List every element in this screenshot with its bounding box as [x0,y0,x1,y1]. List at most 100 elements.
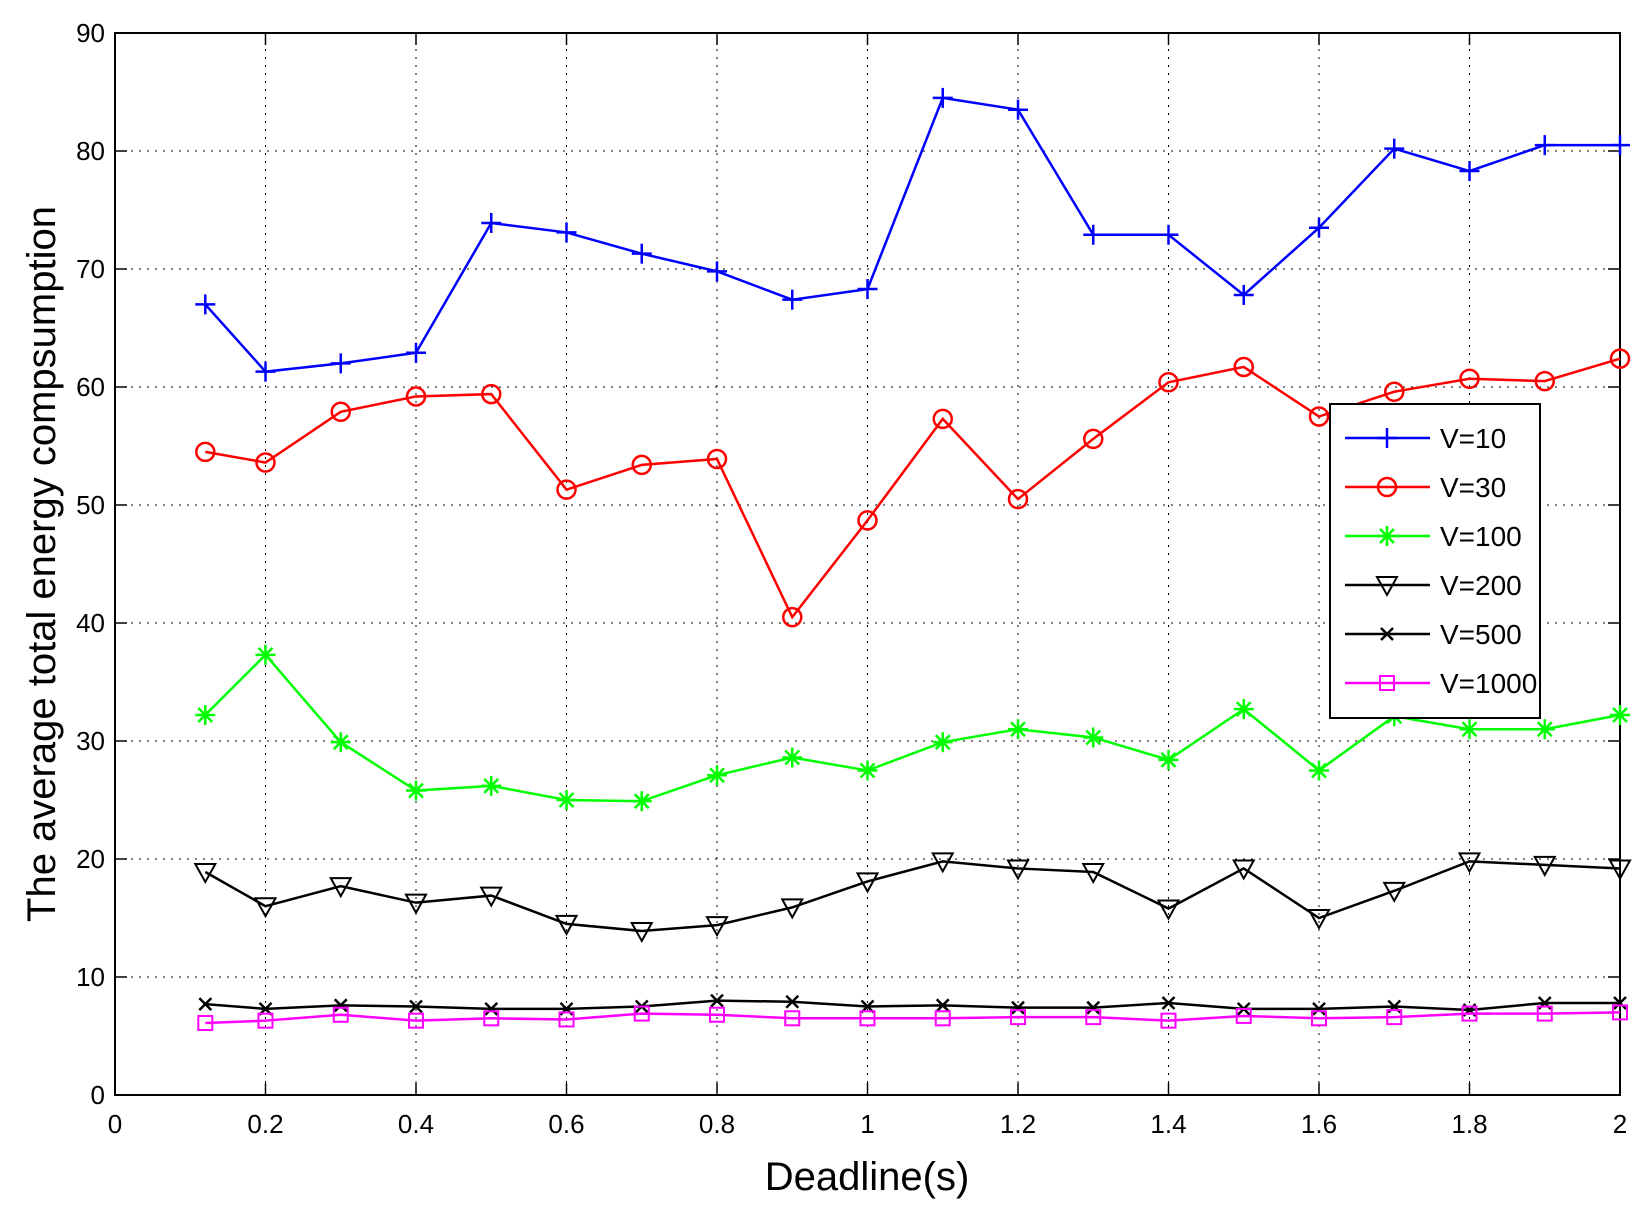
legend-label: V=10 [1440,423,1506,454]
data-point [1536,1005,1553,1022]
data-point [630,921,654,944]
data-point [329,877,353,899]
data-point [1232,859,1256,881]
data-point [1534,719,1555,740]
series-line [205,357,1621,620]
data-point [782,289,803,310]
data-point [1386,1009,1403,1026]
legend-marker [1377,428,1397,448]
data-point [556,790,577,810]
x-tick-label: 0.2 [247,1109,283,1139]
legend-marker [1376,476,1398,498]
data-point [255,452,276,473]
data-point [1006,859,1030,881]
legend-item: V=30 [1345,472,1506,503]
data-point [1612,1004,1628,1021]
data-point [1613,996,1627,1010]
series-line [205,999,1620,1012]
data-point [1156,899,1181,921]
series-V=10 [195,87,1630,382]
data-point [1311,1010,1327,1027]
data-point [332,1006,349,1023]
data-point [859,1010,876,1027]
data-point [935,998,950,1013]
data-point [1161,996,1176,1010]
data-point [1083,224,1104,245]
data-point [198,997,213,1012]
series-V=30 [195,348,1631,628]
data-point [780,898,804,920]
data-point [934,1010,951,1027]
data-point [1384,138,1405,159]
data-point [706,448,728,470]
data-point [558,1011,575,1028]
data-point [855,872,880,894]
data-point [1609,348,1631,369]
data-point [257,1012,274,1029]
data-point [1308,406,1330,427]
data-point [1309,760,1329,781]
data-point [707,765,727,786]
data-point [631,791,652,812]
data-point [857,510,878,531]
data-point [1158,749,1179,770]
legend-marker [1375,576,1399,598]
data-point [1533,855,1557,877]
data-point [631,243,652,264]
series-line [205,1011,1621,1025]
data-point [1461,1005,1478,1022]
legend-item: V=10 [1345,423,1506,454]
series-line [204,860,1621,933]
data-point [479,886,503,908]
x-tick-label: 0.6 [548,1109,584,1139]
legend-marker [1377,526,1397,546]
data-point [1309,217,1329,238]
legend-label: V=500 [1440,619,1522,650]
legend-item: V=100 [1345,521,1522,552]
data-point [709,1006,725,1023]
data-point [330,401,351,423]
data-point [333,998,348,1013]
data-point [1083,727,1104,748]
data-point [705,916,729,938]
data-point [483,1010,500,1027]
x-tick-label: 0.4 [398,1109,434,1139]
data-point [481,383,502,405]
y-tick-label: 30 [76,726,105,756]
data-point [1007,488,1029,510]
legend-label: V=200 [1440,570,1522,601]
data-point [1608,859,1632,881]
legend-label: V=30 [1440,472,1506,503]
legend-marker [1380,627,1394,641]
data-point [932,408,953,430]
x-axis-label: Deadline(s) [765,1155,970,1199]
data-point [1085,1009,1102,1026]
data-point [1384,381,1405,402]
data-point [1160,1012,1177,1029]
data-point [255,644,276,665]
x-tick-label: 1.8 [1451,1109,1487,1139]
legend-label: V=1000 [1440,668,1537,699]
data-point [193,862,217,885]
data-point [330,732,351,753]
data-point [409,999,423,1014]
data-point [1158,224,1179,245]
x-tick-label: 0 [108,1109,122,1139]
y-tick-label: 40 [76,608,105,638]
data-point [195,441,216,463]
data-point [1235,1007,1252,1024]
data-point [554,914,579,936]
series-line [204,653,1621,803]
legend-label: V=100 [1440,521,1522,552]
data-point [784,1010,801,1027]
x-tick-label: 2 [1613,1109,1627,1139]
data-point [255,361,276,382]
data-point [405,386,427,407]
data-point [253,897,278,919]
data-point [1312,1001,1326,1016]
data-point [631,454,652,476]
x-tick-label: 1.4 [1150,1109,1186,1139]
y-tick-label: 90 [76,18,105,48]
y-axis-label: The average total energy compsumption [20,206,64,922]
